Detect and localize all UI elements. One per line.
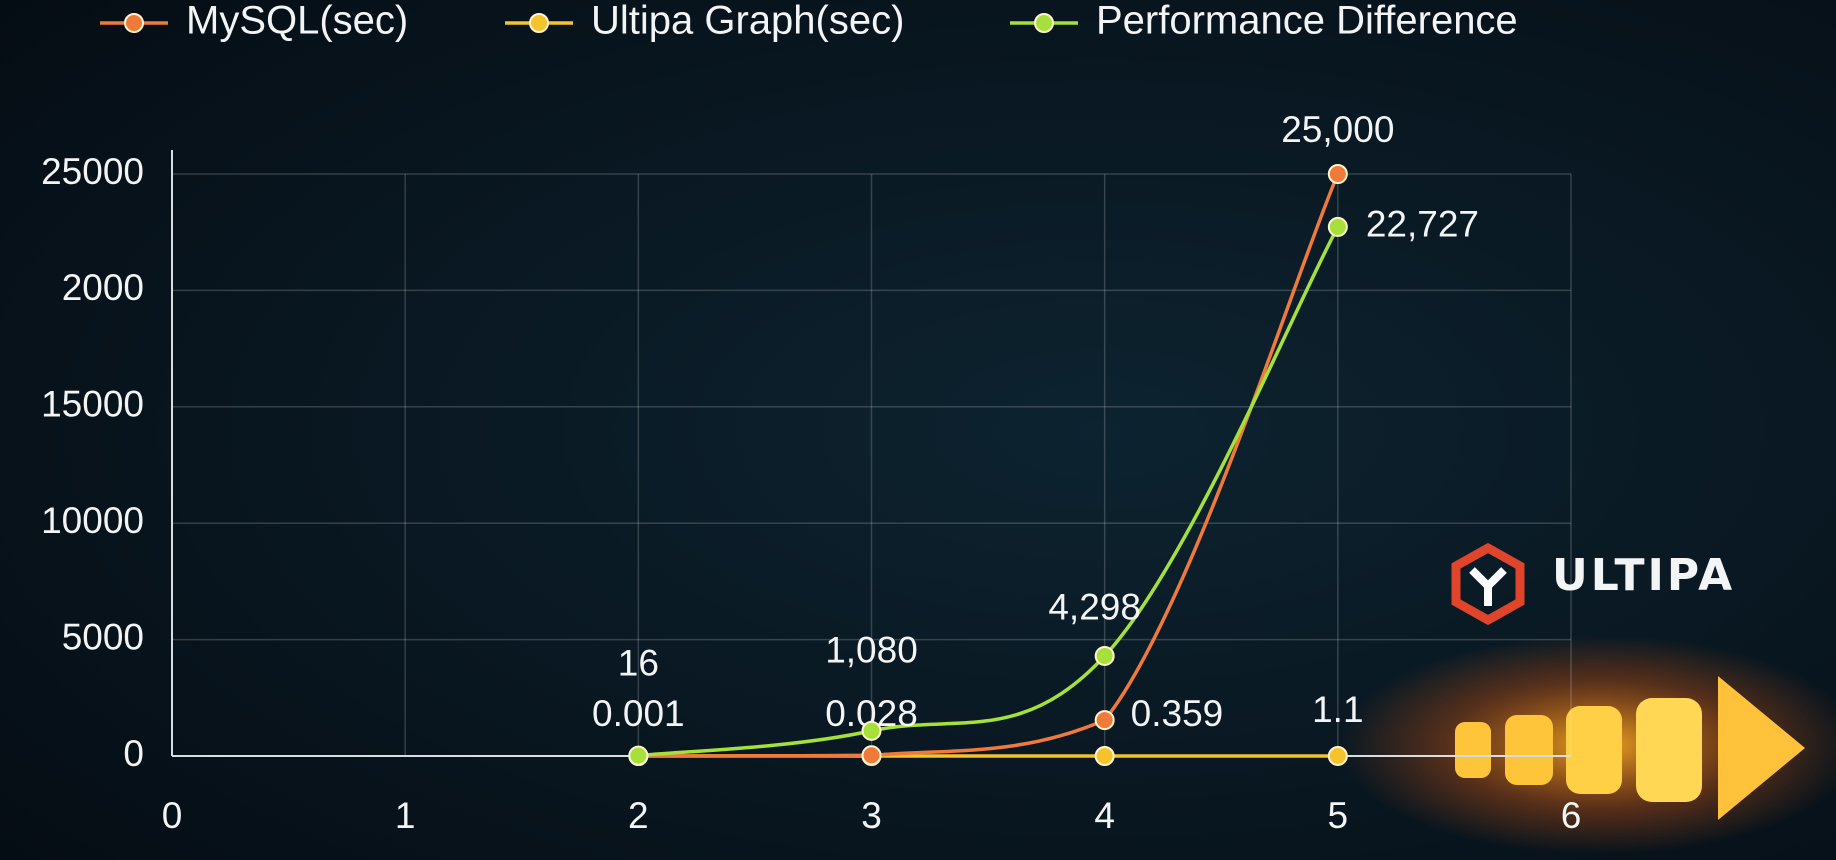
legend-label: Performance Difference bbox=[1096, 0, 1518, 43]
legend-label: MySQL(sec) bbox=[186, 0, 408, 43]
data-label: 22,727 bbox=[1366, 204, 1479, 245]
data-label: 0.001 bbox=[592, 693, 685, 734]
data-point bbox=[861, 720, 882, 741]
data-point bbox=[1327, 745, 1348, 766]
data-point bbox=[628, 745, 649, 766]
data-point bbox=[1327, 164, 1348, 184]
x-tick-label: 4 bbox=[1094, 795, 1115, 836]
series-line bbox=[638, 173, 1340, 758]
y-tick-label: 15000 bbox=[41, 384, 144, 425]
logo-text: ULTIPA bbox=[1552, 550, 1735, 601]
data-label: 4,298 bbox=[1048, 587, 1141, 628]
y-tick-label: 0 bbox=[123, 733, 144, 774]
data-label: 25,000 bbox=[1281, 109, 1394, 150]
x-tick-label: 6 bbox=[1561, 795, 1582, 836]
series-line bbox=[638, 226, 1340, 758]
x-tick-label: 1 bbox=[395, 795, 416, 836]
x-tick-label: 0 bbox=[162, 795, 183, 836]
y-tick-label: 10000 bbox=[41, 500, 144, 541]
x-tick-label: 2 bbox=[628, 795, 649, 836]
x-tick-label: 3 bbox=[861, 795, 882, 836]
x-tick-label: 5 bbox=[1328, 795, 1349, 836]
legend-label: Ultipa Graph(sec) bbox=[591, 0, 904, 43]
y-tick-label: 25000 bbox=[41, 151, 144, 192]
data-label: 0.359 bbox=[1131, 693, 1224, 734]
legend-marker bbox=[529, 13, 549, 33]
data-point bbox=[1094, 745, 1115, 766]
data-point bbox=[1094, 710, 1115, 731]
data-label: 1,080 bbox=[825, 630, 918, 671]
logo: ULTIPA bbox=[1451, 542, 1735, 626]
data-point bbox=[1094, 645, 1115, 666]
y-tick-label: 2000 bbox=[62, 267, 144, 308]
y-tick-label: 5000 bbox=[62, 616, 144, 657]
legend-marker bbox=[124, 13, 144, 33]
data-label: 16 bbox=[618, 642, 659, 683]
rocket-arrow bbox=[1340, 635, 1836, 855]
legend-marker bbox=[1034, 13, 1054, 33]
data-point bbox=[861, 745, 882, 766]
data-label: 1.1 bbox=[1312, 689, 1363, 730]
data-point bbox=[1327, 216, 1348, 237]
